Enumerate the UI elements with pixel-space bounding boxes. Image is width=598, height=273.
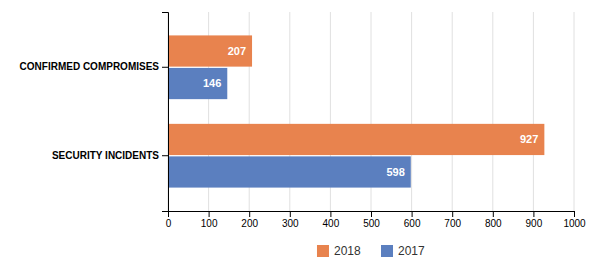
tick: 1000	[563, 211, 586, 229]
tick-mark	[452, 211, 453, 217]
tick: 100	[201, 211, 218, 229]
tick-label: 200	[241, 218, 258, 229]
tick: 800	[485, 211, 502, 229]
tick-mark	[330, 211, 331, 217]
legend-item: 2018	[317, 244, 361, 258]
tick: 500	[363, 211, 380, 229]
tick-label: 0	[166, 218, 172, 229]
bar	[168, 68, 227, 99]
legend-item: 2017	[381, 244, 425, 258]
tick-label: 400	[323, 218, 340, 229]
tick: SECURITY INCIDENTS	[52, 150, 168, 161]
bar	[168, 35, 252, 66]
tick: 200	[241, 211, 258, 229]
data-label: 598	[386, 166, 404, 178]
grid-line	[452, 12, 453, 211]
tick-mark	[249, 211, 250, 217]
chart: 927 207 598 146 0 100 200 300 400 500 600 700 800 900…	[0, 0, 598, 273]
tick-mark	[162, 67, 168, 68]
tick-label: CONFIRMED COMPROMISES	[20, 61, 160, 72]
x-axis: 0 100 200 300 400 500 600 700 800 900 1000	[166, 211, 586, 229]
grid-line	[411, 12, 412, 211]
tick-label: 700	[444, 218, 461, 229]
tick: CONFIRMED COMPROMISES	[20, 61, 168, 72]
data-label: 927	[520, 133, 538, 145]
bar	[168, 156, 411, 187]
tick: 400	[323, 211, 340, 229]
grid-line	[574, 12, 575, 211]
tick-label: 600	[404, 218, 421, 229]
data-label: 207	[228, 45, 246, 57]
tick-mark	[533, 211, 534, 217]
grid-line	[533, 12, 534, 211]
tick-mark	[574, 211, 575, 217]
tick-label: 900	[526, 218, 543, 229]
tick-mark	[412, 211, 413, 217]
legend: 2018 2017	[317, 244, 425, 258]
tick: 0	[166, 211, 172, 229]
bars	[168, 35, 544, 187]
tick: 300	[282, 211, 299, 229]
tick: 600	[404, 211, 421, 229]
data-labels: 927 207 598 146	[203, 45, 538, 178]
tick: 900	[526, 211, 543, 229]
tick-mark	[371, 211, 372, 217]
tick: 700	[444, 211, 461, 229]
tick-mark	[209, 211, 210, 217]
legend-label: 2018	[334, 244, 361, 258]
grid-line	[492, 12, 493, 211]
tick-mark	[290, 211, 291, 217]
grid	[168, 12, 574, 211]
axis-line	[169, 212, 575, 218]
bar	[168, 124, 544, 155]
legend-swatch	[317, 245, 329, 257]
y-axis: CONFIRMED COMPROMISES SECURITY INCIDENTS	[20, 13, 169, 212]
axis-line	[162, 13, 169, 212]
tick-label: SECURITY INCIDENTS	[52, 150, 159, 161]
legend-swatch	[381, 245, 393, 257]
tick-mark	[162, 155, 168, 156]
tick-label: 100	[201, 218, 218, 229]
legend-label: 2017	[398, 244, 425, 258]
tick-label: 1000	[563, 218, 586, 229]
plot: 927 207 598 146 0 100 200 300 400 500 600 700 800 900…	[20, 12, 587, 229]
data-label: 146	[203, 77, 221, 89]
tick-mark	[493, 211, 494, 217]
tick-label: 300	[282, 218, 299, 229]
tick-label: 500	[363, 218, 380, 229]
tick-label: 800	[485, 218, 502, 229]
